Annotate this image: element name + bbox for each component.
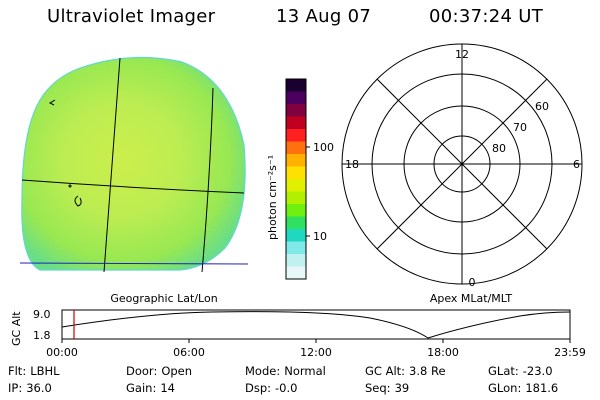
status-dsp: Dsp: -0.0 (245, 381, 297, 395)
status-seq-value: 39 (394, 381, 410, 395)
lat-lon-grid (19, 57, 249, 273)
color-bar-band (286, 104, 306, 117)
color-bar-band (286, 216, 306, 230)
color-bar-band (286, 116, 306, 130)
status-glon-label: GLon: (488, 381, 522, 395)
status-gc-alt: GC Alt: 3.8 Re (365, 364, 446, 378)
status-mode-label: Mode: (245, 364, 281, 378)
mlt-label-18: 18 (345, 158, 359, 171)
polar-labels: 12 6 0 18 60 70 80 (345, 48, 580, 289)
timeline-x-tick-2359: 23:59 (554, 346, 586, 359)
status-ip-label: IP: (8, 381, 23, 395)
color-bar-band (286, 154, 306, 167)
left-panel-caption: Geographic Lat/Lon (110, 292, 217, 305)
status-glon-value: 181.6 (525, 381, 559, 395)
status-gc-alt-value: 3.8 Re (409, 364, 446, 378)
status-gc-alt-label: GC Alt: (365, 364, 406, 378)
status-dsp-value: -0.0 (275, 381, 298, 395)
right-panel-caption: Apex MLat/MLT (430, 292, 513, 305)
status-seq: Seq: 39 (365, 381, 409, 395)
color-bar-band (286, 191, 306, 205)
status-gain: Gain: 14 (126, 381, 175, 395)
timeline-y-tick-min: 1.8 (33, 329, 51, 342)
status-filter: Flt: LBHL (8, 364, 60, 378)
color-bar-band (286, 254, 306, 267)
coastline-marks (48, 99, 82, 207)
timeline-y-tick-max: 9.0 (33, 308, 51, 321)
mlt-label-12: 12 (455, 48, 469, 61)
mlat-label-70: 70 (513, 121, 527, 134)
status-mode-value: Normal (284, 364, 326, 378)
timeline-x-ticks (61, 339, 571, 343)
intensity-color-bar (286, 79, 306, 280)
timeline-x-tick-0600: 06:00 (173, 346, 205, 359)
color-bar-ticks (306, 146, 310, 237)
timeline-x-tick-1800: 18:00 (427, 346, 459, 359)
status-ip: IP: 36.0 (8, 381, 52, 395)
mlat-mlt-polar-grid (341, 43, 583, 285)
color-bar-band (286, 141, 306, 155)
color-bar-tick-100: 100 (313, 141, 334, 154)
color-bar-band (286, 79, 306, 92)
color-bar-unit-label: photon cm⁻²s⁻¹ (266, 155, 279, 240)
instrument-title: Ultraviolet Imager (47, 6, 216, 27)
altitude-timeline (61, 309, 571, 340)
status-glat-value: -23.0 (522, 364, 553, 378)
color-bar-band (286, 266, 306, 280)
status-filter-value: LBHL (30, 364, 60, 378)
color-bar-frame (285, 78, 307, 280)
status-gain-label: Gain: (126, 381, 157, 395)
mlat-label-80: 80 (492, 142, 506, 155)
status-filter-label: Flt: (8, 364, 27, 378)
status-door-label: Door: (126, 364, 158, 378)
time-label: 00:37:24 UT (429, 6, 544, 27)
timeline-x-tick-0000: 00:00 (46, 346, 78, 359)
uv-earth-image (21, 56, 246, 271)
color-bar-band (286, 241, 306, 255)
status-door: Door: Open (126, 364, 192, 378)
mlt-label-0: 0 (469, 276, 476, 289)
color-bar-band (286, 229, 306, 242)
color-bar-band (286, 179, 306, 192)
color-bar-band (286, 204, 306, 217)
date-label: 13 Aug 07 (276, 6, 372, 27)
status-ip-value: 36.0 (26, 381, 52, 395)
status-dsp-label: Dsp: (245, 381, 272, 395)
mlt-label-6: 6 (573, 158, 580, 171)
timeline-axis-title: GC Alt (10, 311, 23, 346)
color-bar-band (286, 91, 306, 105)
status-seq-label: Seq: (365, 381, 391, 395)
color-bar-band (286, 129, 306, 142)
status-mode: Mode: Normal (245, 364, 326, 378)
timeline-x-tick-1200: 12:00 (300, 346, 332, 359)
mlat-label-60: 60 (535, 100, 549, 113)
status-glat: GLat: -23.0 (488, 364, 553, 378)
status-door-value: Open (161, 364, 193, 378)
status-glon: GLon: 181.6 (488, 381, 558, 395)
color-bar-tick-10: 10 (313, 230, 327, 243)
status-gain-value: 14 (160, 381, 175, 395)
color-bar-band (286, 166, 306, 180)
status-glat-label: GLat: (488, 364, 519, 378)
